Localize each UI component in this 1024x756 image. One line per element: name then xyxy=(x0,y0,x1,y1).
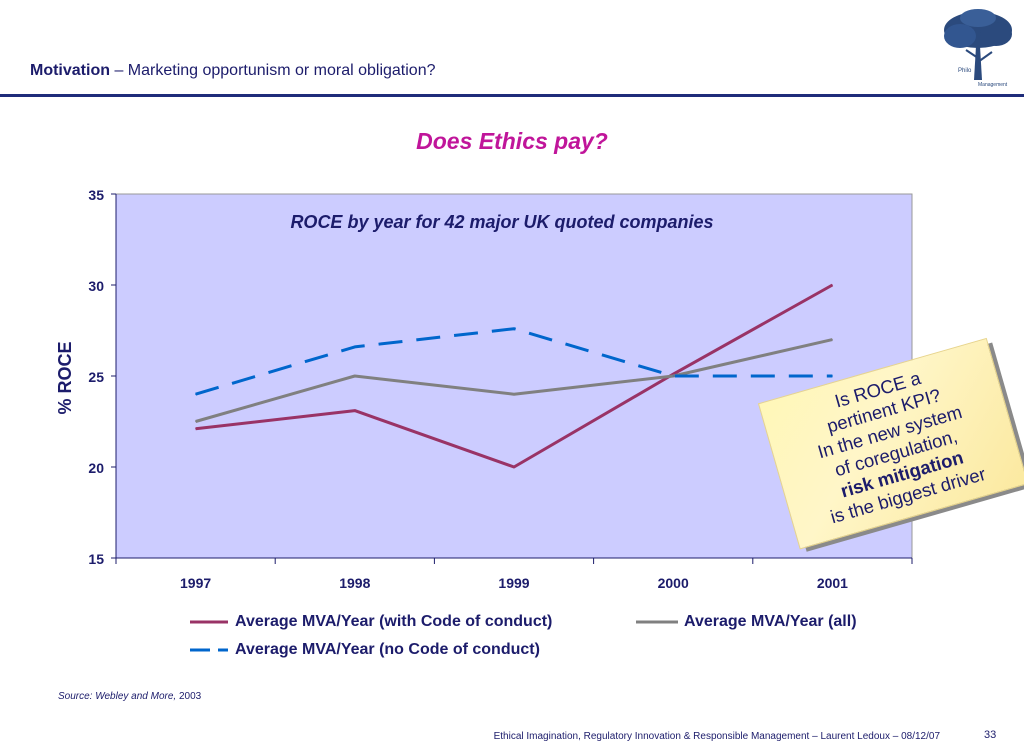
series-2-point-1997 xyxy=(195,393,197,395)
footer-text: Ethical Imagination, Regulatory Innovati… xyxy=(493,731,940,742)
legend-label-all: Average MVA/Year (all) xyxy=(684,613,857,630)
tree-icon: Philo Management xyxy=(944,9,1012,88)
y-axis-label: % ROCE xyxy=(55,341,75,414)
page-title-bold: Motivation xyxy=(30,62,110,79)
series-2-point-1999 xyxy=(513,328,515,330)
series-1-point-1998 xyxy=(354,375,356,377)
y-tick-label-0: 15 xyxy=(88,551,104,567)
plot-area xyxy=(115,193,913,559)
chart-subtitle: ROCE by year for 42 major UK quoted comp… xyxy=(290,212,713,232)
page-number: 33 xyxy=(984,729,997,741)
x-tick-label-1998: 1998 xyxy=(339,575,370,591)
legend-label-nocode: Average MVA/Year (no Code of conduct) xyxy=(235,641,540,658)
series-0-point-1999 xyxy=(513,466,515,468)
legend-swatch-all xyxy=(636,620,678,624)
source-note: Source: Webley and More, 2003 xyxy=(58,691,201,702)
series-1-point-1999 xyxy=(513,393,515,395)
logo-text-1: Philo xyxy=(958,68,972,74)
logo-text-2: Management xyxy=(978,82,1008,88)
y-tick-label-4: 35 xyxy=(88,187,104,203)
legend-swatch-code xyxy=(190,620,228,624)
series-2-point-2000 xyxy=(672,375,674,377)
x-tick-label-2001: 2001 xyxy=(817,575,848,591)
legend-label-code: Average MVA/Year (with Code of conduct) xyxy=(235,613,553,630)
source-year: 2003 xyxy=(176,691,202,702)
series-1-point-1997 xyxy=(195,421,197,422)
series-1-point-2001 xyxy=(831,339,833,341)
y-tick-label-2: 25 xyxy=(88,369,104,385)
x-tick-label-2000: 2000 xyxy=(658,575,689,591)
x-tick-label-1997: 1997 xyxy=(180,575,211,591)
y-tick-label-1: 20 xyxy=(88,460,104,476)
series-0-point-2001 xyxy=(831,284,833,286)
series-0-point-1997 xyxy=(195,428,197,430)
chart-title: Does Ethics pay? xyxy=(416,128,608,154)
source-text: Source: Webley and More, xyxy=(58,691,177,702)
series-2-point-2001 xyxy=(831,375,833,377)
header-divider xyxy=(0,94,1024,97)
y-tick-label-3: 30 xyxy=(88,278,104,294)
x-tick-label-1999: 1999 xyxy=(498,575,529,591)
page-title: Motivation – Marketing opportunism or mo… xyxy=(30,62,436,80)
series-0-point-1998 xyxy=(354,410,356,412)
roce-line-chart: ROCE by year for 42 major UK quoted comp… xyxy=(55,187,913,591)
legend-swatch-nocode xyxy=(190,648,228,652)
page-title-rest: – Marketing opportunism or moral obligat… xyxy=(110,62,436,79)
series-2-point-1998 xyxy=(354,346,356,348)
